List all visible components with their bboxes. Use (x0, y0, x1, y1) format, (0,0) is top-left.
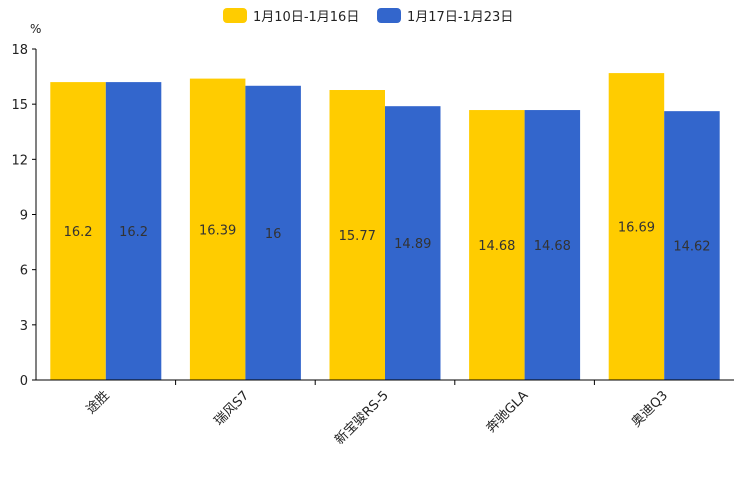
x-axis: 途胜 瑞风S7 新宝骏RS-5 奔驰GLA 奥迪Q3 (36, 379, 734, 448)
y-tick-label: 9 (20, 209, 28, 224)
bar-value-label: 16.39 (199, 223, 236, 238)
bar (245, 85, 301, 381)
legend-swatch-2 (377, 8, 401, 23)
bar-value-label: 16.2 (119, 225, 148, 240)
legend-label-1: 1月10日-1月16日 (253, 10, 359, 25)
bar-value-label: 14.68 (478, 239, 515, 254)
bar (329, 90, 385, 380)
bar-value-label: 16 (265, 227, 282, 242)
x-tick-label: 奔驰GLA (484, 388, 532, 436)
bar-value-label: 14.62 (673, 240, 710, 255)
bar-value-label: 15.77 (339, 229, 376, 244)
bar (105, 82, 162, 380)
x-tick-label: 瑞风S7 (212, 388, 253, 429)
y-axis: 0 3 6 9 12 15 18 (11, 43, 37, 389)
y-tick-label: 3 (20, 319, 28, 334)
bar (469, 110, 525, 380)
bar-value-label: 16.69 (618, 221, 655, 236)
bar-value-label: 16.2 (64, 225, 93, 240)
bar-value-label: 14.89 (394, 237, 431, 252)
bar (608, 73, 665, 380)
legend: 1月10日-1月16日 1月17日-1月23日 (223, 8, 513, 25)
legend-label-2: 1月17日-1月23日 (407, 10, 513, 25)
bars: 16.2 16.2 16.39 16 15.77 14.89 14.68 14.68 16.69… (50, 73, 720, 381)
y-tick-label: 6 (20, 264, 28, 279)
bar (664, 111, 720, 380)
bar (524, 110, 581, 380)
y-tick-label: 12 (11, 153, 28, 168)
x-tick-label: 途胜 (83, 388, 113, 418)
x-tick-label: 奥迪Q3 (629, 388, 671, 430)
y-tick-label: 0 (20, 374, 28, 389)
x-tick-label: 新宝骏RS-5 (332, 388, 392, 448)
y-tick-label: 18 (11, 43, 28, 58)
bar (50, 82, 106, 380)
y-axis-unit: % (30, 22, 41, 36)
legend-swatch-1 (223, 8, 247, 23)
y-tick-label: 15 (11, 98, 28, 113)
bar-value-label: 14.68 (534, 239, 571, 254)
bar (385, 106, 441, 380)
bar (189, 78, 246, 380)
